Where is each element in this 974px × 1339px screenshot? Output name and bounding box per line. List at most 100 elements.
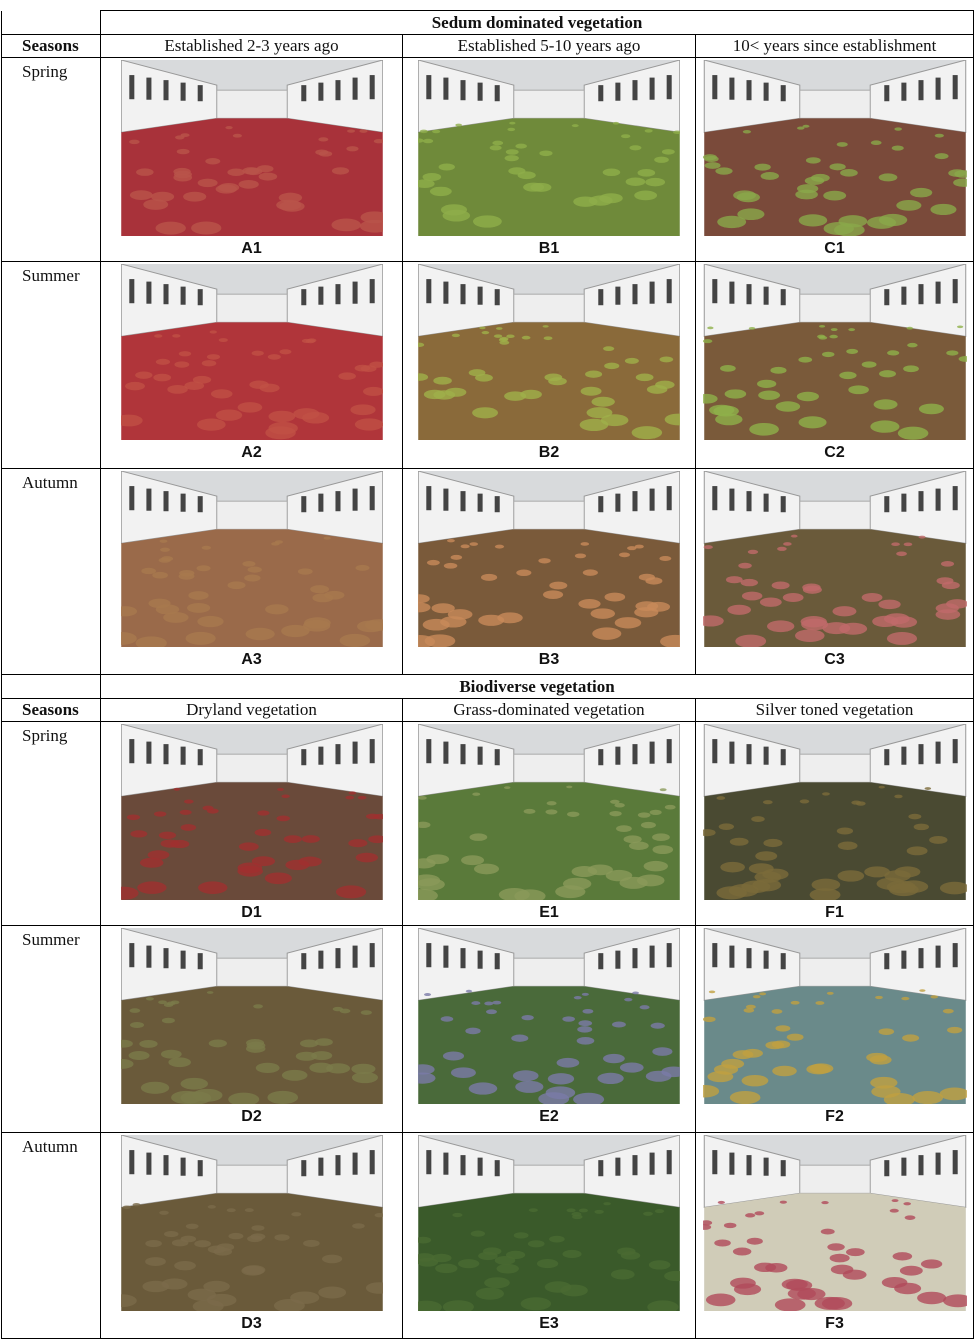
patch	[884, 613, 910, 624]
patch	[827, 1243, 844, 1250]
window	[180, 494, 185, 512]
patch	[470, 833, 488, 841]
patch	[160, 1050, 181, 1059]
photo	[121, 60, 383, 236]
patch	[218, 338, 227, 342]
patch	[836, 142, 847, 147]
patch	[942, 1009, 953, 1014]
patch	[632, 991, 639, 994]
window	[163, 744, 168, 764]
window	[335, 80, 340, 100]
patch	[603, 346, 614, 351]
patch	[797, 184, 818, 193]
patch	[506, 1251, 525, 1259]
patch	[918, 404, 943, 415]
window	[352, 1153, 357, 1175]
window	[335, 744, 340, 764]
building-back	[216, 90, 286, 118]
patch	[864, 866, 890, 877]
window	[197, 1160, 202, 1176]
patch	[458, 1259, 479, 1268]
patch	[549, 1236, 565, 1243]
patch	[861, 361, 876, 367]
patch	[918, 536, 925, 539]
patch	[128, 1051, 149, 1060]
patch	[870, 1077, 897, 1089]
patch	[615, 617, 642, 628]
patch	[774, 1298, 805, 1311]
window	[197, 749, 202, 765]
window	[478, 1158, 483, 1176]
window	[884, 1160, 889, 1176]
patch	[545, 1281, 572, 1292]
building-back	[799, 754, 869, 782]
patch	[160, 839, 179, 847]
patch	[580, 419, 609, 431]
window	[884, 953, 889, 969]
photo-cell: A1	[101, 58, 403, 262]
window	[901, 287, 906, 305]
patch	[173, 788, 180, 791]
patch	[492, 1001, 501, 1005]
patch	[592, 627, 621, 639]
patch	[775, 1025, 790, 1031]
patch	[873, 399, 897, 409]
patch	[354, 365, 370, 372]
photo-cell: F3	[696, 1133, 974, 1339]
patch	[934, 134, 943, 138]
window	[129, 943, 134, 967]
window	[712, 1150, 717, 1174]
season-row: AutumnD3E3F3	[2, 1133, 974, 1339]
patch	[238, 180, 258, 189]
patch	[331, 167, 348, 174]
patch	[152, 572, 168, 579]
photo-cell: E3	[403, 1133, 696, 1339]
patch	[798, 416, 826, 428]
window	[495, 496, 500, 512]
window	[460, 948, 465, 968]
patch	[617, 1248, 635, 1256]
window	[935, 282, 940, 304]
patch	[908, 814, 921, 820]
patch	[619, 552, 630, 557]
patch	[930, 995, 938, 998]
patch	[254, 829, 271, 836]
patch	[723, 1223, 736, 1228]
window	[729, 946, 734, 968]
window	[746, 80, 751, 100]
patch	[748, 327, 755, 330]
photo-cell: D3	[101, 1133, 403, 1339]
photo-cell: C2	[696, 262, 974, 469]
patch	[660, 788, 667, 791]
patch	[572, 124, 579, 127]
window	[918, 744, 923, 764]
patch	[870, 140, 881, 145]
patch	[913, 824, 928, 831]
season-label: Spring	[2, 58, 101, 262]
patch	[634, 191, 657, 201]
patch	[704, 162, 720, 169]
photo-label: D1	[101, 904, 402, 922]
patch	[762, 869, 788, 880]
photo-label: E3	[403, 1315, 695, 1333]
window	[615, 747, 620, 765]
patch	[174, 1261, 196, 1270]
patch	[322, 1255, 342, 1264]
patch	[207, 1205, 215, 1209]
window	[918, 948, 923, 968]
photo-cell: F1	[696, 722, 974, 926]
patch	[894, 1283, 921, 1295]
patch	[838, 215, 867, 227]
patch	[754, 164, 770, 171]
patch	[469, 1082, 498, 1094]
patch	[129, 190, 152, 200]
photo-label: D3	[101, 1315, 402, 1333]
window	[180, 951, 185, 969]
patch	[281, 794, 289, 798]
photo-label: A1	[101, 240, 402, 258]
patch	[310, 585, 329, 593]
photo	[121, 724, 383, 900]
window	[746, 744, 751, 764]
window	[729, 78, 734, 100]
patch	[749, 423, 779, 436]
